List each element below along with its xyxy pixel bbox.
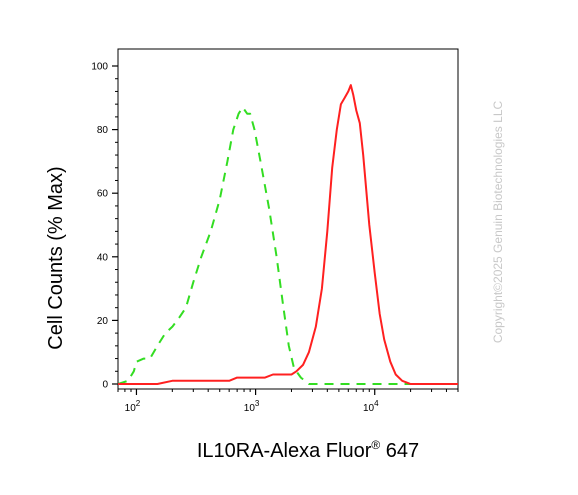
histogram-series-2 [118,84,458,385]
x-axis-ticks: 102 103 104 [117,389,459,414]
x-axis-title-main: IL10RA-Alexa Fluor [197,440,372,462]
histogram-series-1 [117,106,458,385]
series-layer [117,84,458,385]
y-tick-label: 80 [97,125,109,136]
x-tick-label: 102 [125,399,141,414]
y-tick-label: 60 [97,189,109,200]
plot-frame [117,48,459,390]
y-tick-label: 100 [91,62,108,73]
x-axis-title-superscript: ® [371,438,380,452]
y-tick-label: 20 [97,316,109,327]
y-tick-label: 40 [97,252,109,263]
copyright-watermark: Copyright©2025 Genuin Biotechnologies LL… [491,101,505,344]
x-tick-label: 103 [244,399,260,414]
y-tick-label: 0 [102,380,108,391]
x-tick-label: 104 [363,399,379,414]
x-axis-title: IL10RA-Alexa Fluor® 647 [197,438,419,462]
y-axis-ticks: 0 20 40 60 80 100 [91,62,118,391]
y-axis-title: Cell Counts (% Max) [45,166,67,349]
x-axis-title-suffix: 647 [380,440,419,462]
plot-border [117,48,459,390]
